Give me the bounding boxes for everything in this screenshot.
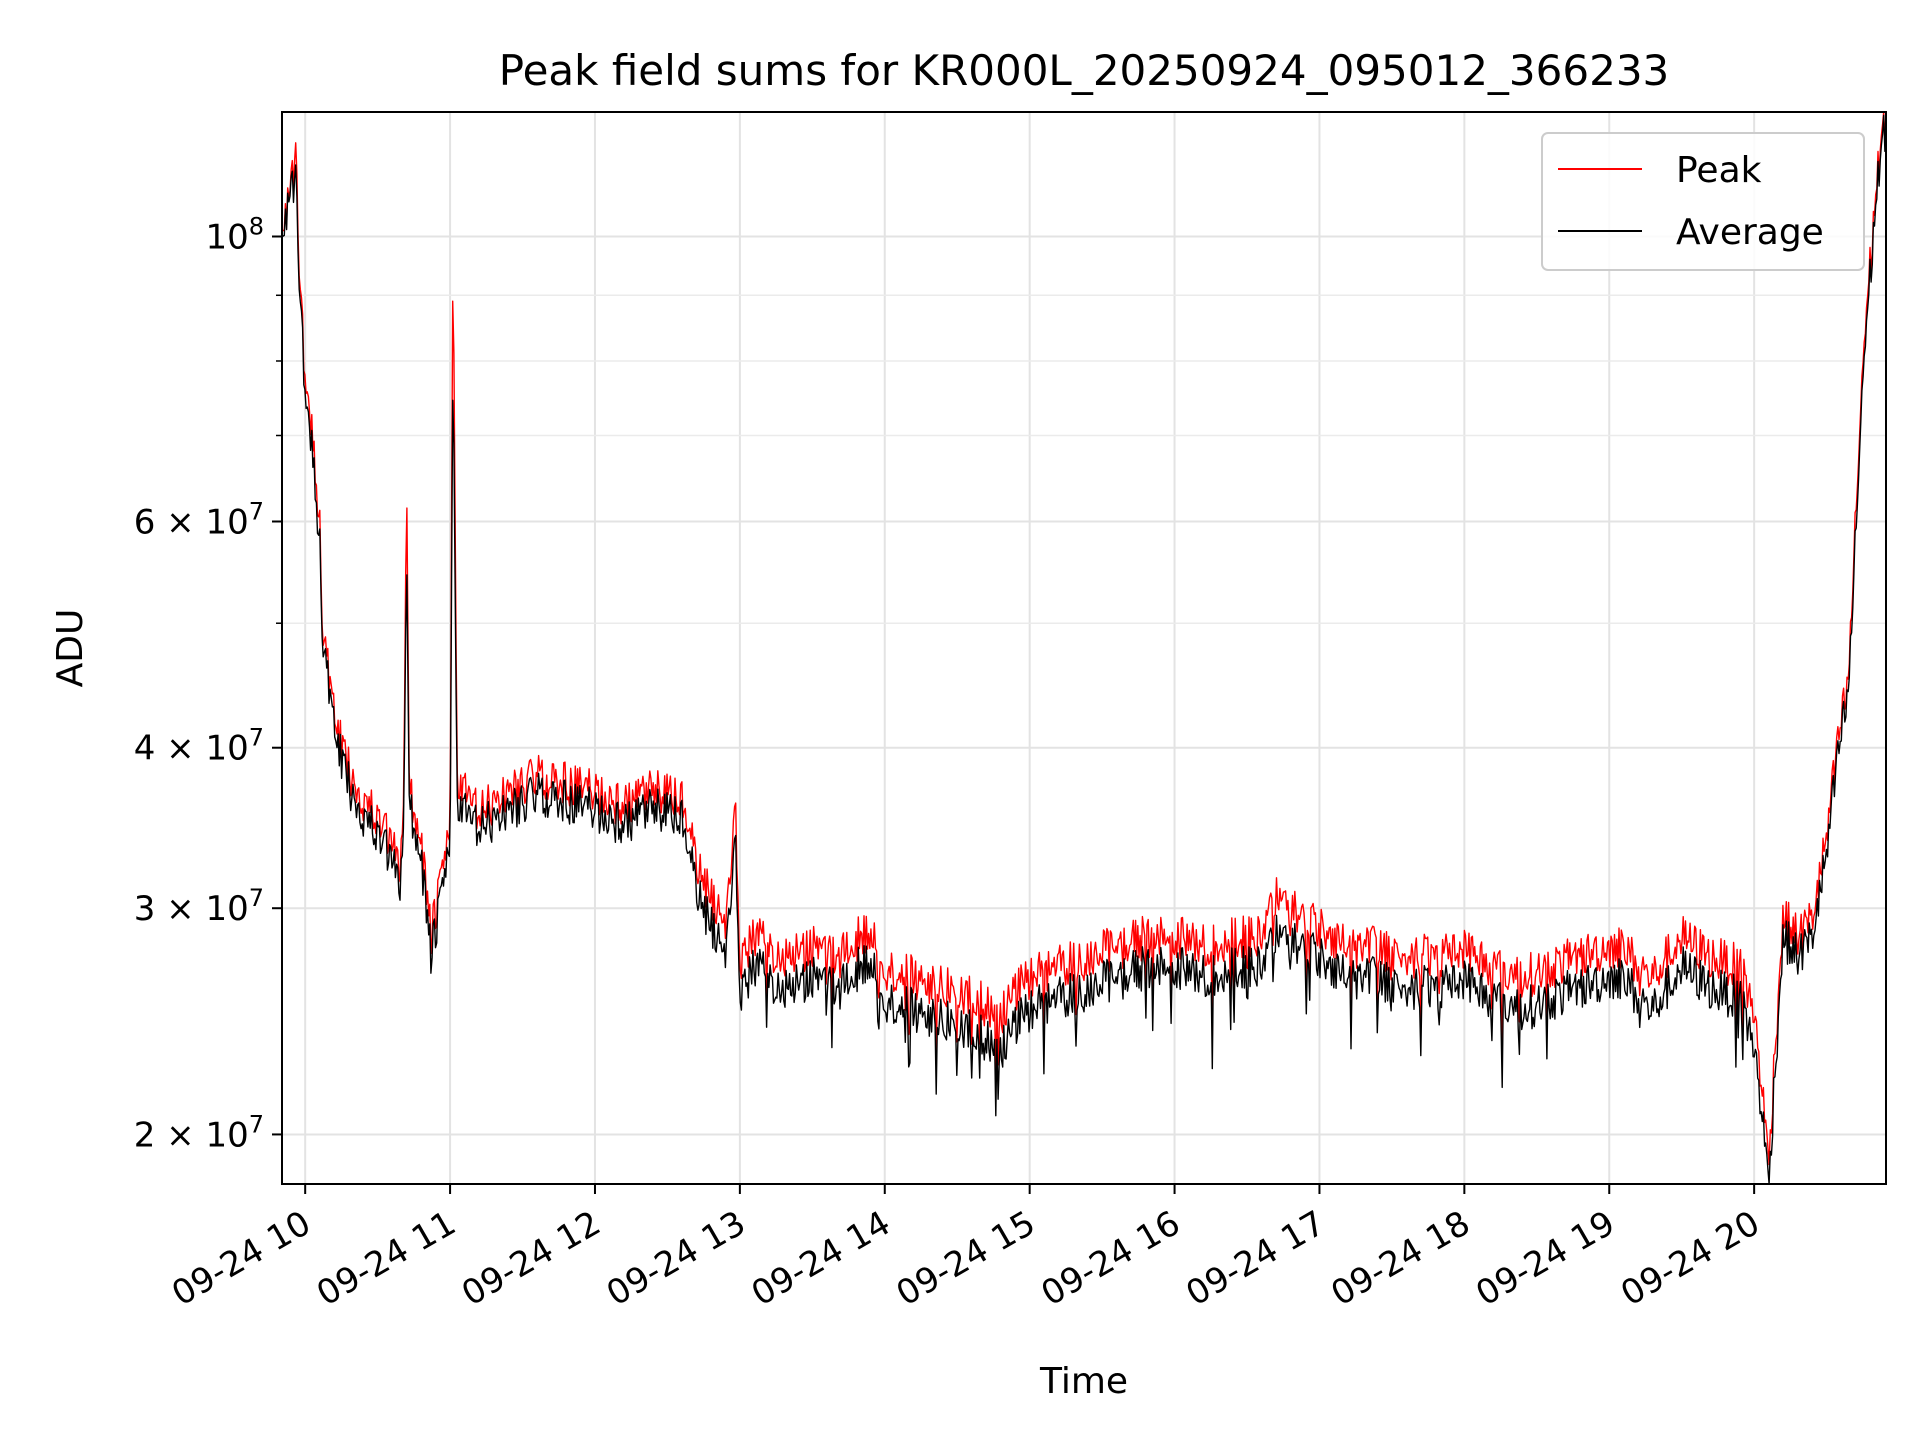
series-layer [281, 111, 1887, 1185]
chart-title: Peak field sums for KR000L_20250924_0950… [499, 46, 1670, 95]
y-tick-label: 2 × 107 [134, 1110, 264, 1155]
x-axis-label: Time [1039, 1361, 1128, 1402]
legend-label-average: Average [1676, 212, 1824, 253]
series-line-peak [281, 111, 1887, 1166]
legend-box [1541, 132, 1865, 271]
legend: Peak Average [1541, 132, 1865, 271]
y-axis-label: ADU [50, 609, 91, 688]
y-tick-label: 6 × 107 [134, 497, 264, 542]
plot-frame [281, 111, 1887, 1185]
series-line-average [281, 114, 1887, 1185]
y-tick-label: 3 × 107 [134, 884, 264, 929]
y-tick-label: 4 × 107 [134, 724, 264, 769]
grid-layer [282, 112, 1886, 1184]
legend-label-peak: Peak [1676, 150, 1762, 191]
